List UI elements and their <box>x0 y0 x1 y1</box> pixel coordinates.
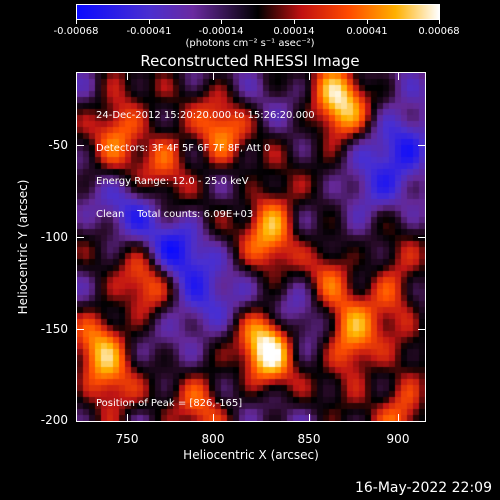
colorbar-tick-label: 0.00041 <box>346 26 388 37</box>
time-range-text: 24-Dec-2012 15:20:20.000 to 15:26:20.000 <box>96 110 315 121</box>
y-axis-label: Heliocentric Y (arcsec) <box>16 179 30 315</box>
heatmap-image <box>77 73 425 421</box>
detectors-text: Detectors: 3F 4F 5F 6F 7F 8F, Att 0 <box>96 143 271 154</box>
colorbar-tick-label: 0.00014 <box>273 26 315 37</box>
peak-position-text: Position of Peak = [826,-165] <box>96 398 243 409</box>
x-tick-label: 750 <box>115 432 139 446</box>
y-tick-label: -150 <box>40 322 68 336</box>
x-tick-label: 900 <box>386 432 410 446</box>
x-axis-label: Heliocentric X (arcsec) <box>183 448 319 462</box>
observation-info: 24-Dec-2012 15:20:20.000 to 15:26:20.000… <box>96 88 315 231</box>
x-tick-label: 850 <box>297 432 321 446</box>
energy-range-text: Energy Range: 12.0 - 25.0 keV <box>96 176 249 187</box>
render-timestamp: 16-May-2022 22:09 <box>354 480 492 496</box>
y-tick-label: -100 <box>40 230 68 244</box>
chart-title: Reconstructed RHESSI Image <box>140 52 360 70</box>
x-tick-label: 800 <box>201 432 225 446</box>
colorbar-tick-label: -0.00041 <box>126 26 172 37</box>
plot-area <box>76 72 426 422</box>
colorbar-tick-label: -0.00014 <box>198 26 244 37</box>
colorbar-unit-label: (photons cm⁻² s⁻¹ asec⁻²) <box>185 38 315 49</box>
y-tick-label: -200 <box>40 413 68 427</box>
y-tick-label: -50 <box>48 138 68 152</box>
clean-counts-text: Clean Total counts: 6.09E+03 <box>96 209 254 220</box>
colorbar-tick-label: 0.00068 <box>418 26 460 37</box>
colorbar-tick-label: -0.00068 <box>53 26 99 37</box>
colorbar <box>76 4 440 20</box>
